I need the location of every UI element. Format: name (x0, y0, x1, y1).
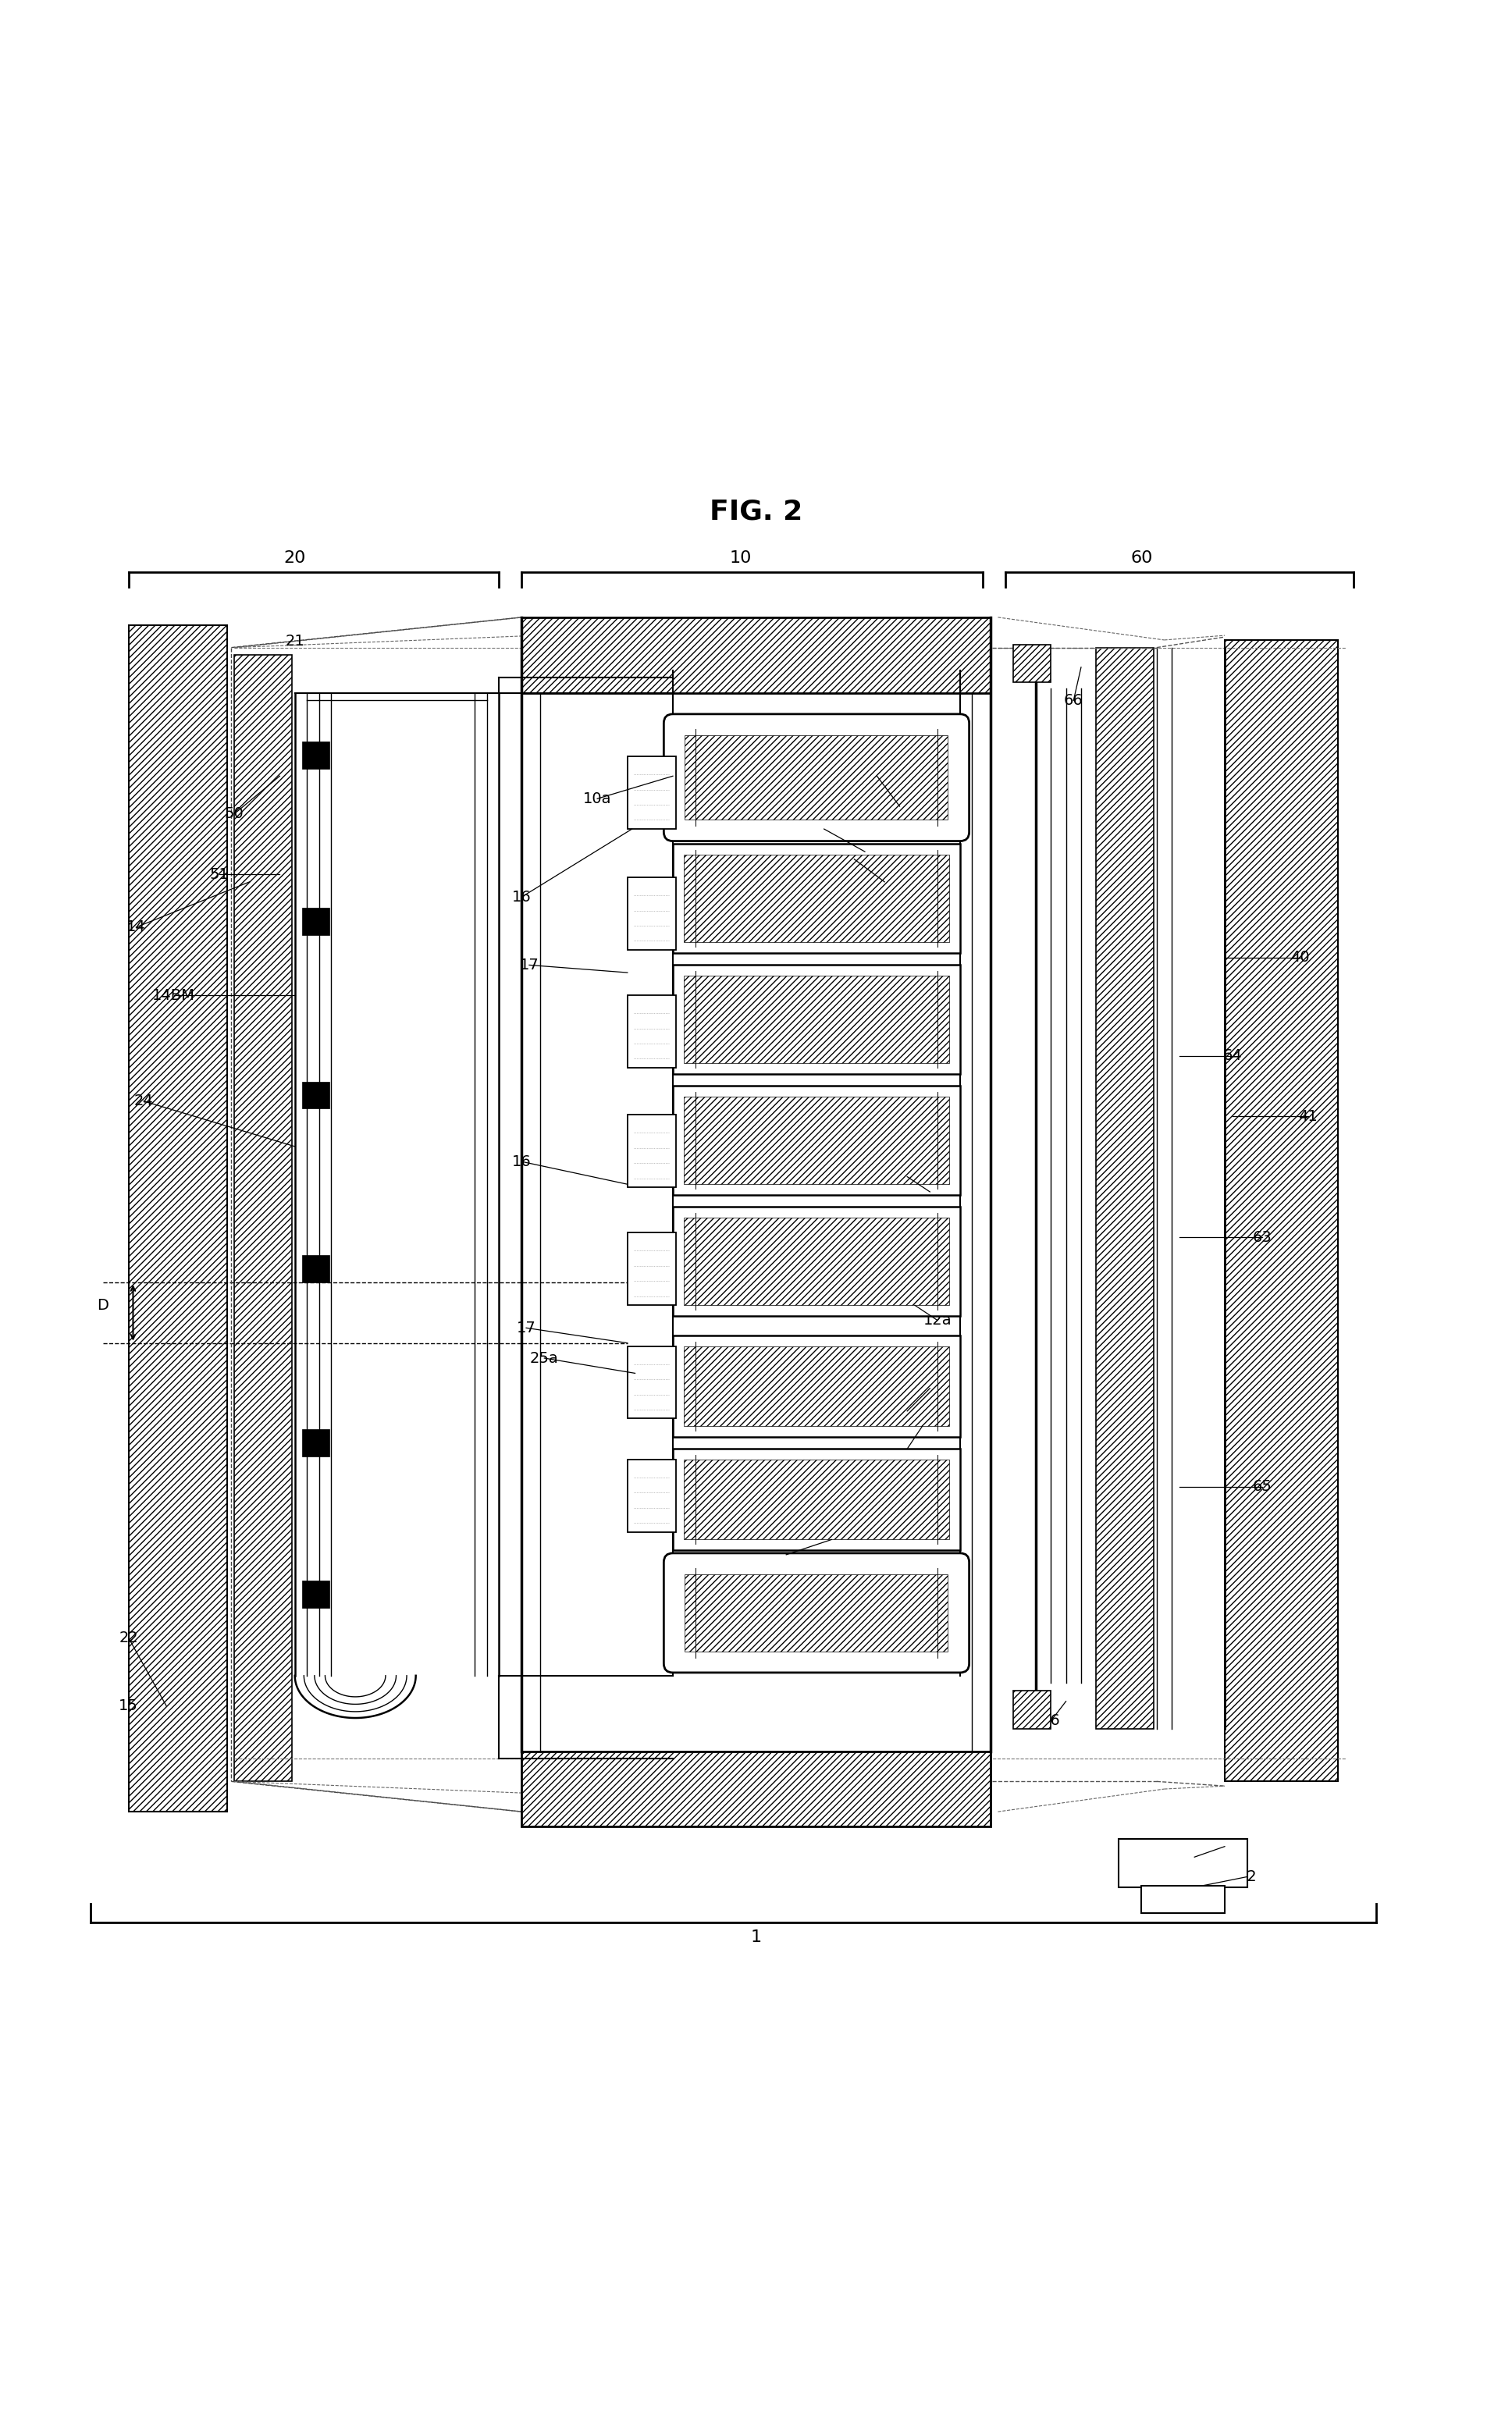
Bar (683, 976, 950, 1064)
Text: 25: 25 (856, 845, 874, 860)
Bar (683, 1217, 950, 1304)
Bar (1096, 649, 1154, 1729)
FancyBboxPatch shape (664, 1552, 969, 1674)
Bar (302, 1256, 330, 1283)
Bar (522, 617, 990, 692)
Bar (627, 1460, 676, 1533)
Text: 14BM: 14BM (153, 989, 195, 1003)
Text: 65: 65 (1253, 1479, 1272, 1494)
Text: 14: 14 (127, 921, 145, 935)
Bar (673, 1086, 960, 1195)
Text: 41: 41 (1299, 1108, 1317, 1125)
Bar (1225, 639, 1338, 1780)
Text: 10a: 10a (584, 792, 611, 806)
Text: 24: 24 (135, 1093, 153, 1108)
Bar (302, 741, 330, 768)
Bar (627, 755, 676, 828)
Bar (685, 736, 948, 821)
Bar (685, 1574, 948, 1652)
Bar (627, 996, 676, 1069)
Bar (129, 624, 227, 1812)
Text: D: D (97, 1297, 109, 1312)
Bar (522, 1751, 990, 1827)
Bar (234, 656, 292, 1780)
Text: 25: 25 (823, 1533, 841, 1547)
Text: FIG. 2: FIG. 2 (709, 498, 803, 525)
Bar (673, 1336, 960, 1436)
Bar (302, 908, 330, 935)
Text: 66: 66 (1064, 692, 1083, 707)
Bar (627, 1346, 676, 1419)
FancyBboxPatch shape (664, 714, 969, 840)
Text: 12r: 12r (910, 1419, 934, 1433)
Text: 25a: 25a (531, 1351, 558, 1365)
Bar (302, 1428, 330, 1457)
Text: 11: 11 (624, 639, 646, 653)
Text: 12a: 12a (871, 874, 898, 889)
Bar (673, 1207, 960, 1317)
Text: 51: 51 (210, 867, 228, 882)
Bar (1142, 1885, 1225, 1914)
Text: 16: 16 (513, 1154, 531, 1168)
Text: 17: 17 (520, 957, 538, 972)
Bar (1013, 644, 1051, 683)
Text: 10: 10 (730, 551, 751, 566)
Text: 62: 62 (1238, 1870, 1256, 1885)
Bar (302, 1581, 330, 1608)
Text: 66: 66 (1042, 1712, 1060, 1729)
Text: 63: 63 (1253, 1229, 1272, 1244)
Text: 60: 60 (1131, 551, 1152, 566)
Text: 40: 40 (1291, 950, 1309, 964)
Bar (627, 1115, 676, 1188)
Text: 50: 50 (225, 806, 243, 821)
Text: 42: 42 (679, 1800, 697, 1814)
Bar (627, 1232, 676, 1304)
Text: 1: 1 (750, 1929, 762, 1946)
Text: 12r: 12r (918, 1185, 942, 1200)
Bar (1119, 1839, 1247, 1887)
Text: 64: 64 (1223, 1049, 1241, 1064)
Text: 16: 16 (513, 889, 531, 904)
Text: 12: 12 (921, 1382, 939, 1397)
Bar (302, 1081, 330, 1108)
Text: 15: 15 (119, 1698, 138, 1712)
Bar (683, 1346, 950, 1426)
Bar (673, 964, 960, 1074)
Bar (1013, 1691, 1051, 1729)
Bar (627, 877, 676, 950)
Text: 22: 22 (119, 1630, 138, 1644)
Bar (683, 1460, 950, 1540)
Text: 17: 17 (517, 1321, 535, 1336)
Text: 61: 61 (1216, 1839, 1234, 1853)
Text: 12r: 12r (888, 799, 912, 814)
Bar (683, 1095, 950, 1185)
Text: 21: 21 (286, 634, 304, 649)
Text: 12a: 12a (924, 1314, 951, 1329)
Bar (673, 1448, 960, 1550)
Text: 20: 20 (284, 551, 305, 566)
Bar (673, 845, 960, 952)
Bar (683, 855, 950, 942)
